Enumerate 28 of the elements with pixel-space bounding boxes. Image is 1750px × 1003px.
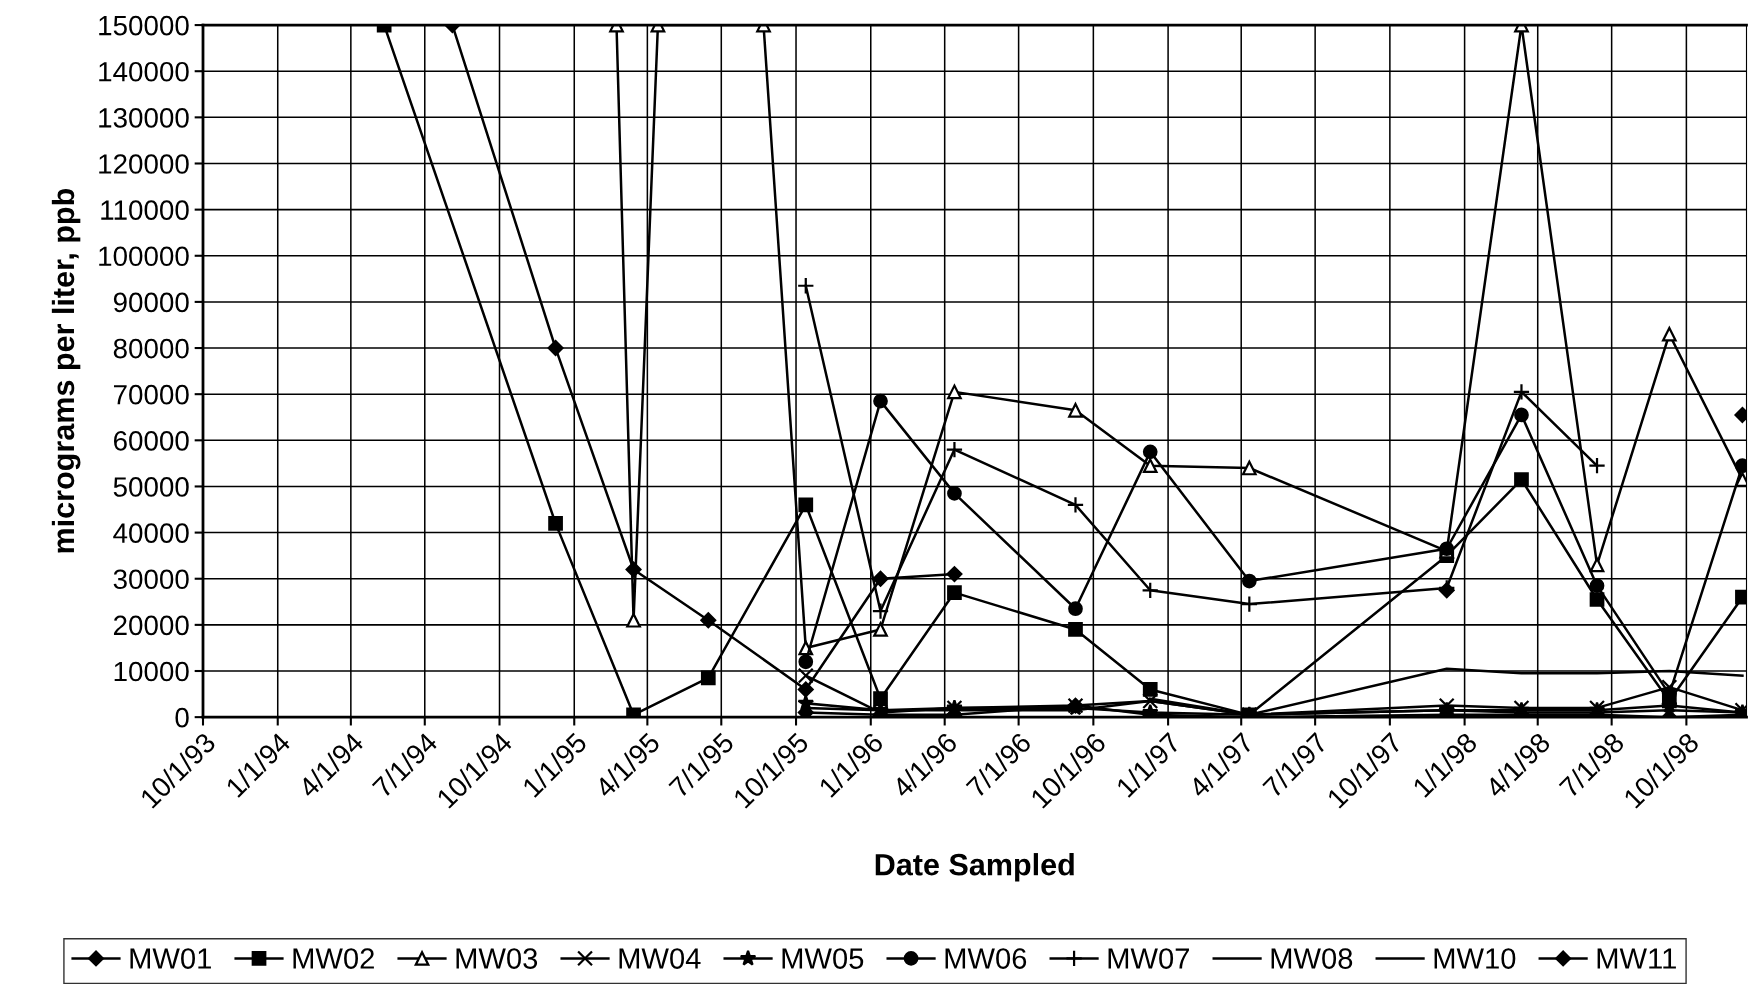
legend-label: MW06 — [945, 948, 1027, 969]
legend-label: MW05 — [782, 948, 864, 969]
y-tick-label: 60000 — [113, 430, 189, 451]
x-axis-title: Date Sampled — [875, 853, 1074, 882]
y-tick-label: 120000 — [99, 154, 189, 174]
legend-label: MW03 — [456, 948, 538, 969]
y-axis-title: micrograms per liter, ppb — [51, 188, 81, 553]
y-tick-label: 90000 — [113, 292, 189, 313]
legend-label: MW08 — [1271, 948, 1353, 969]
legend-label: MW07 — [1108, 948, 1189, 969]
y-tick-label: 80000 — [113, 338, 189, 359]
y-tick-label: 10000 — [114, 661, 189, 682]
y-tick-label: 70000 — [113, 384, 189, 405]
y-tick-label: 0 — [175, 707, 189, 728]
y-tick-label: 50000 — [113, 477, 189, 497]
y-tick-label: 130000 — [99, 108, 189, 128]
y-tick-label: 140000 — [99, 61, 189, 82]
legend-label: MW11 — [1597, 948, 1676, 969]
y-tick-label: 150000 — [99, 15, 189, 36]
y-tick-label: 20000 — [113, 615, 189, 636]
y-tick-label: 100000 — [99, 246, 189, 267]
y-tick-label: 110000 — [101, 200, 189, 220]
legend-label: MW01 — [130, 948, 211, 969]
legend-label: MW02 — [293, 948, 374, 969]
legend-label: MW04 — [619, 948, 701, 969]
y-tick-label: 30000 — [113, 569, 189, 590]
legend-label: MW10 — [1434, 948, 1516, 969]
y-tick-label: 40000 — [113, 523, 189, 543]
